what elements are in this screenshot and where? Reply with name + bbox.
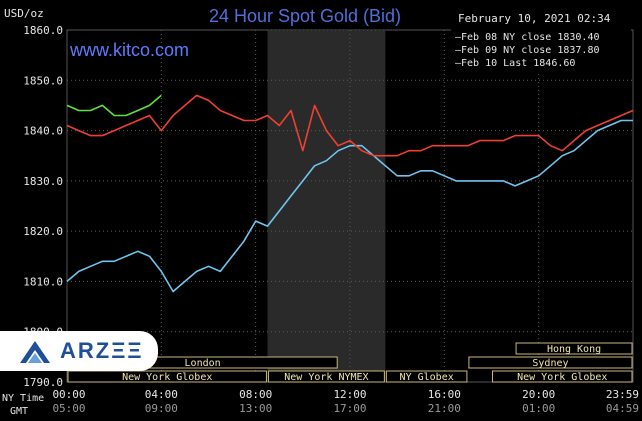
series-line-0 <box>66 119 633 293</box>
chart-grid <box>67 29 633 383</box>
session-bar <box>468 356 633 369</box>
session-bar <box>515 342 633 355</box>
session-bar <box>67 370 267 383</box>
ny-time-row-label: NY Time <box>2 393 44 404</box>
session-label: London <box>185 358 221 369</box>
y-axis-label: USD/oz <box>4 7 44 20</box>
arzee-logo-text: ARZΞΞ <box>60 338 144 363</box>
session-label: Sydney <box>532 358 568 369</box>
y-tick-label: 1830.0 <box>23 175 63 188</box>
legend-entry-feb-10: —Feb 10 Last 1846.60 <box>455 58 575 69</box>
y-tick-label: 1810.0 <box>23 275 63 288</box>
gmt-time-tick-label: 01:00 <box>522 402 555 415</box>
gmt-time-tick-label: 13:00 <box>239 402 272 415</box>
ny-time-tick-label: 16:00 <box>428 388 461 401</box>
session-bar <box>492 370 633 383</box>
legend-entry-feb-09: —Feb 09 NY close 1837.80 <box>455 45 600 56</box>
chart-title: 24 Hour Spot Gold (Bid) <box>209 6 401 26</box>
session-label: Hong Kong <box>547 344 601 355</box>
ny-time-tick-label: 20:00 <box>522 388 555 401</box>
ny-time-tick-label: 12:00 <box>333 388 366 401</box>
ny-time-tick-label: 00:00 <box>52 388 85 401</box>
session-label: New York Globex <box>122 372 212 383</box>
arzee-chevron-icon <box>20 341 50 363</box>
kitco-watermark: www.kitco.com <box>69 40 189 60</box>
y-tick-label: 1840.0 <box>23 125 63 138</box>
gmt-time-tick-label: 09:00 <box>145 402 178 415</box>
nymex-session-shade <box>267 30 386 382</box>
market-session-bars: New York Globex New York NYMEX NY Globex Ne… <box>67 342 633 383</box>
gmt-time-tick-label: 17:00 <box>333 402 366 415</box>
y-tick-label: 1850.0 <box>23 74 63 87</box>
y-axis-ticks: 1860.01850.01840.01830.01820.01810.01800… <box>23 24 63 389</box>
y-tick-label: 1820.0 <box>23 225 63 238</box>
ny-time-tick-label: 23:59 <box>606 388 639 401</box>
session-bar <box>267 370 385 383</box>
gmt-row-label: GMT <box>10 406 28 417</box>
session-bar <box>385 370 468 383</box>
arzee-logo: ARZΞΞ <box>0 331 158 371</box>
legend-entry-feb-08: —Feb 08 NY close 1830.40 <box>455 32 600 43</box>
ny-time-tick-label: 04:00 <box>145 388 178 401</box>
session-label: NY Globex <box>400 372 454 383</box>
series-line-1 <box>66 94 634 157</box>
series-line-2 <box>66 94 162 117</box>
gmt-time-tick-label: 21:00 <box>428 402 461 415</box>
chart-series-layer <box>66 94 634 293</box>
chart-legend: —Feb 08 NY close 1830.40 —Feb 09 NY clos… <box>451 29 631 71</box>
session-label: New York Globex <box>517 372 607 383</box>
y-tick-label: 1860.0 <box>23 24 63 37</box>
gmt-time-tick-label: 05:00 <box>52 402 85 415</box>
legend-box <box>451 29 631 71</box>
session-label: New York NYMEX <box>284 372 368 383</box>
gmt-time-tick-label: 04:59 <box>606 402 639 415</box>
chart-timestamp: February 10, 2021 02:34 <box>458 12 611 25</box>
y-tick-label: 1790.0 <box>23 376 63 389</box>
ny-time-tick-label: 08:00 <box>239 388 272 401</box>
